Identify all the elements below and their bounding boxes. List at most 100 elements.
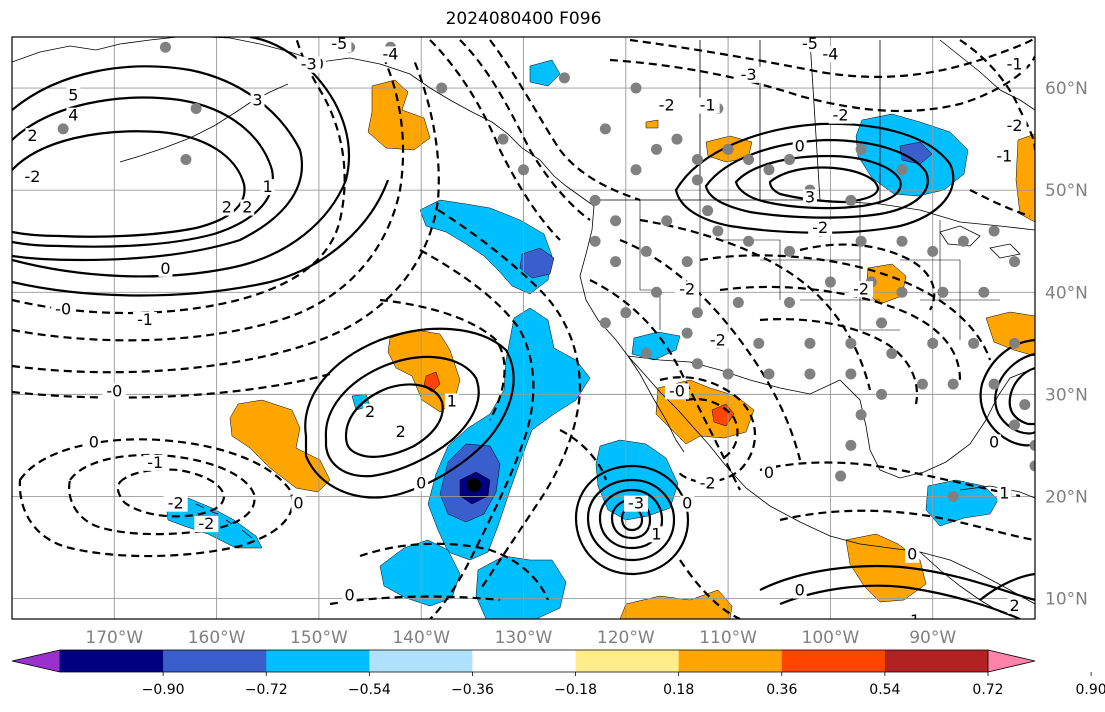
contour-label: -2: [700, 473, 716, 492]
station-marker: [681, 327, 693, 339]
station-marker: [783, 296, 795, 308]
contour-label: -2: [24, 167, 40, 186]
station-marker: [732, 296, 744, 308]
contour-label-background: [158, 260, 173, 277]
contour-label-background: [1002, 56, 1027, 73]
contour-line: [379, 298, 506, 421]
contour-label: 2: [222, 198, 232, 217]
station-marker: [599, 317, 611, 329]
storm-center-marker: [467, 478, 481, 492]
station-marker: [896, 286, 908, 298]
contour-label-background: [792, 582, 807, 599]
solid-contours: [12, 37, 1035, 619]
colorbar-tick-label: 0.36: [766, 682, 797, 698]
negative-anomaly-area: [419, 199, 553, 295]
contour-label: -1: [137, 310, 153, 329]
colorbar-tick-label: −0.72: [245, 682, 288, 698]
negative-anomaly-area: [519, 247, 555, 279]
station-marker: [497, 133, 509, 145]
station-marker: [691, 307, 703, 319]
station-marker: [845, 194, 857, 206]
station-marker: [1019, 399, 1031, 411]
station-marker: [743, 154, 755, 166]
contour-label-background: [992, 148, 1017, 165]
contour-label: 5: [68, 85, 78, 104]
contour-label-background: [260, 179, 275, 196]
station-marker: [1009, 337, 1021, 349]
station-marker: [1009, 256, 1021, 268]
contour-line: [324, 355, 480, 478]
gulf-coast: [839, 369, 1031, 479]
contour-line: [359, 542, 550, 601]
latitude-tick-label: 20°N: [1045, 487, 1088, 507]
contour-label-background: [219, 199, 234, 216]
contour-line: [12, 59, 440, 374]
station-marker: [640, 348, 652, 360]
station-marker: [1029, 460, 1035, 472]
station-marker: [845, 368, 857, 380]
station-marker: [947, 378, 959, 390]
contour-label-background: [828, 107, 853, 124]
station-marker: [927, 337, 939, 349]
contour-label-background: [250, 92, 265, 109]
station-marker: [845, 337, 857, 349]
colorbar: [11, 649, 1092, 676]
longitude-tick-label: 90°W: [909, 628, 956, 648]
station-marker: [650, 143, 662, 155]
colorbar-tick-label: −0.90: [142, 682, 185, 698]
station-marker: [855, 409, 867, 421]
station-marker: [712, 225, 724, 237]
contour-line: [589, 279, 741, 491]
contour-label-background: [654, 97, 679, 114]
contour-line: [759, 564, 1035, 602]
station-marker: [671, 133, 683, 145]
station-marker: [702, 205, 714, 217]
contour-line: [994, 352, 1035, 435]
station-marker: [610, 215, 622, 227]
colorbar-extend-min: [11, 649, 61, 673]
station-marker: [681, 256, 693, 268]
station-markers: [57, 41, 1035, 502]
colorbar-segment: [60, 650, 164, 672]
contour-label: 1: [651, 524, 661, 543]
contour-label: -5: [802, 34, 818, 53]
longitude-tick-label: 170°W: [85, 628, 143, 648]
contour-label-background: [414, 475, 429, 492]
station-marker: [927, 245, 939, 257]
contour-line: [969, 189, 1031, 218]
contour-label: 0: [160, 259, 170, 278]
contour-line: [459, 39, 591, 221]
contour-label-background: [802, 189, 817, 206]
contour-line: [116, 468, 226, 518]
contour-label: -3: [741, 65, 757, 84]
colorbar-tick-label: −0.54: [348, 682, 391, 698]
canada-province-border: [699, 39, 881, 204]
latitude-tick-label: 10°N: [1045, 590, 1088, 610]
contour-line: [609, 55, 1035, 113]
contour-line: [639, 218, 872, 391]
contour-label-background: [102, 383, 127, 400]
contour-line: [12, 372, 331, 399]
contour-label-background: [736, 66, 761, 83]
contour-line: [559, 429, 608, 481]
station-marker: [1029, 439, 1035, 451]
contour-line: [779, 509, 1035, 542]
station-marker: [640, 245, 652, 257]
contour-label: 0: [293, 494, 303, 513]
contour-label-background: [680, 495, 695, 512]
longitude-tick-label: 110°W: [699, 628, 757, 648]
latitude-labels: 60°N 50°N 40°N 30°N 20°N 10°N: [1045, 79, 1088, 610]
station-marker: [630, 82, 642, 94]
contour-label-background: [797, 37, 822, 53]
west-coast: [579, 205, 727, 467]
contour-line: [959, 39, 1035, 151]
contour-label-background: [240, 199, 255, 216]
station-marker: [57, 123, 69, 135]
station-marker: [722, 368, 734, 380]
us-state-lines: [639, 200, 1000, 340]
contour-line: [979, 572, 1035, 601]
contour-label: -3: [628, 494, 644, 513]
contour-label-background: [987, 434, 1002, 451]
us-mexico-border: [627, 355, 841, 395]
